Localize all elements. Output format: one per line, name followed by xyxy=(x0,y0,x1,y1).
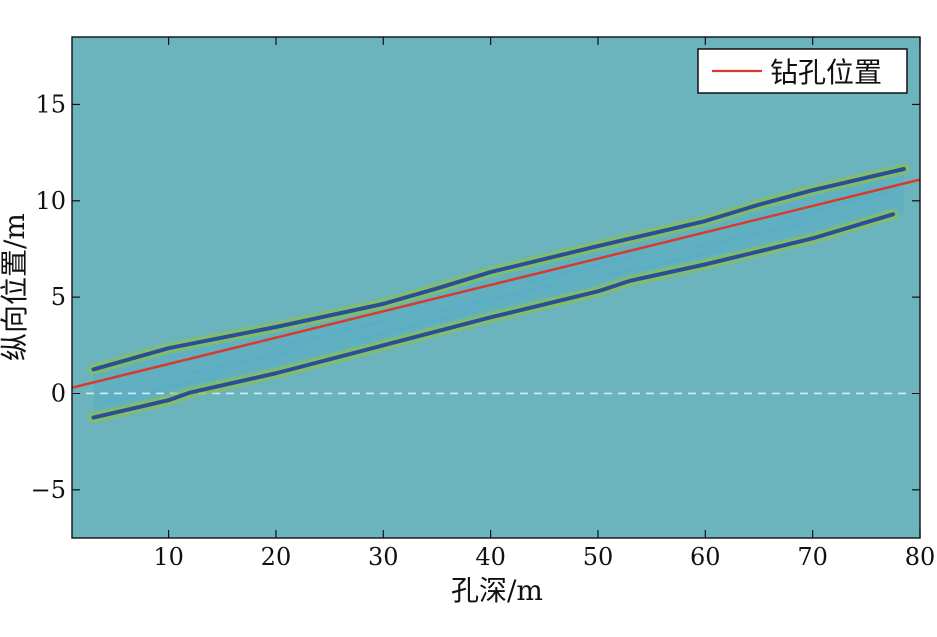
inner-texture-streak xyxy=(773,191,888,223)
borehole-line xyxy=(72,178,920,389)
plot-frame xyxy=(71,36,921,539)
x-tick-label: 70 xyxy=(797,543,828,571)
y-tick-label: 15 xyxy=(35,90,66,118)
y-axis-label: 纵向位置/m xyxy=(0,213,31,361)
inner-texture-streak xyxy=(355,310,474,341)
legend-label-borehole: 钻孔位置 xyxy=(770,56,882,89)
y-tick-label: 10 xyxy=(35,187,66,215)
x-tick-label: 60 xyxy=(690,543,721,571)
x-tick-label: 80 xyxy=(905,543,936,571)
inner-texture-streak xyxy=(187,347,307,375)
inner-texture-streak xyxy=(606,248,725,277)
inner-texture-streak xyxy=(104,374,223,404)
upper-boundary-line xyxy=(91,166,906,372)
plot-layer xyxy=(72,163,920,423)
x-tick-label: 20 xyxy=(261,543,292,571)
y-tick-label: −5 xyxy=(31,476,66,504)
lower-boundary-line xyxy=(91,212,896,420)
x-tick-label: 10 xyxy=(153,543,184,571)
axes-layer: 10 20 30 40 50 60 70 80 −5 0 5 10 15 xyxy=(31,36,936,571)
x-tick-label: 30 xyxy=(368,543,399,571)
y-tick-label: 5 xyxy=(51,283,66,311)
x-tick-label: 50 xyxy=(583,543,614,571)
x-tick-label: 40 xyxy=(475,543,506,571)
plot-area xyxy=(72,37,920,538)
inner-texture-streak xyxy=(522,253,642,285)
inner-texture-streak xyxy=(438,283,558,313)
inner-texture-streak xyxy=(690,221,809,249)
y-tick-label: 0 xyxy=(51,379,66,407)
legend: 钻孔位置 xyxy=(697,48,908,94)
anomaly-zone-fill xyxy=(93,168,904,418)
inner-texture-streak xyxy=(271,318,390,349)
x-axis-label: 孔深/m xyxy=(451,574,543,607)
